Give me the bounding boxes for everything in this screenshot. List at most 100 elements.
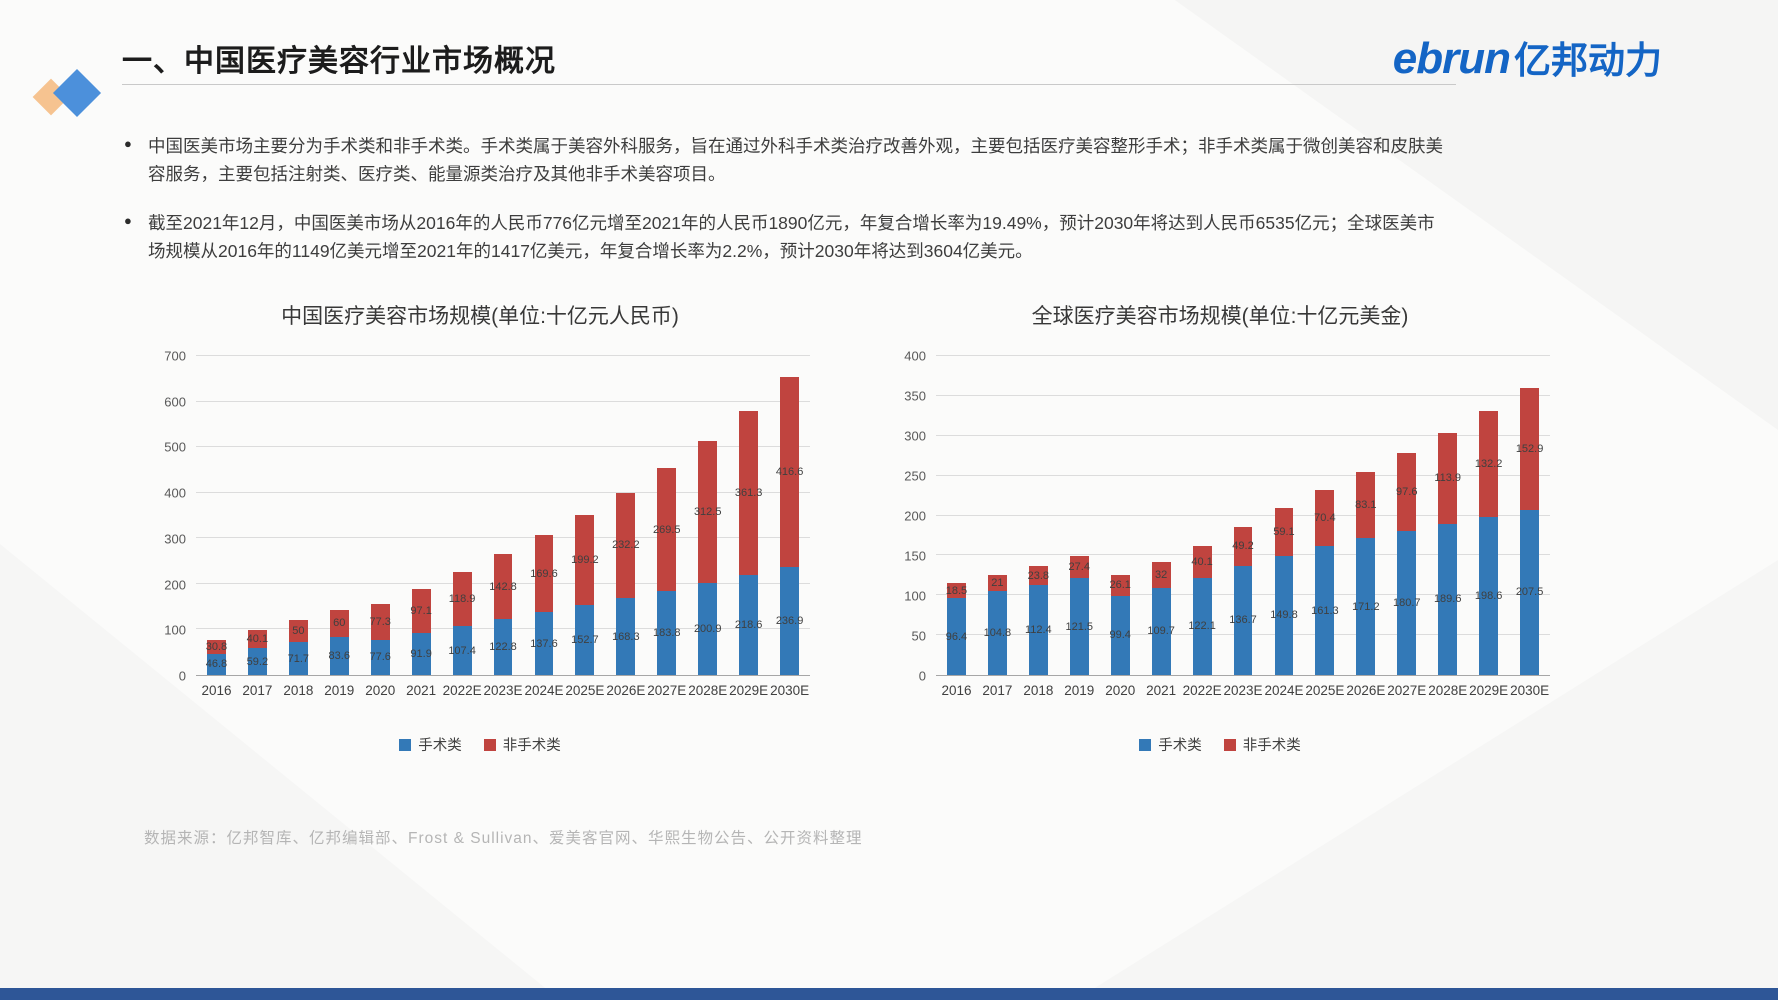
bullet-list: ● 中国医美市场主要分为手术类和非手术类。手术类属于美容外科服务，旨在通过外科手… xyxy=(124,132,1444,285)
bar-group: 23.8 112.4 xyxy=(1018,356,1059,675)
stacked-bar: 21 104.8 xyxy=(984,356,1011,675)
chart-legend: 手术类 非手术类 xyxy=(890,734,1550,755)
x-tick-label: 2029E xyxy=(1469,683,1509,698)
value-label: 109.7 xyxy=(1147,625,1175,638)
value-label: 149.8 xyxy=(1270,609,1298,622)
value-label: 152.7 xyxy=(571,634,599,647)
title-divider xyxy=(122,84,1456,85)
legend-swatch xyxy=(483,738,496,751)
bar-segment-non-surgical: 152.9 xyxy=(1516,387,1543,510)
bar-segment-non-surgical: 232.2 xyxy=(612,492,640,599)
stacked-bar: 32 109.7 xyxy=(1147,356,1175,675)
legend-item: 手术类 xyxy=(399,734,462,755)
value-label: 27.4 xyxy=(1068,561,1090,574)
stacked-bar: 23.8 112.4 xyxy=(1025,356,1052,675)
value-label: 49.2 xyxy=(1232,540,1254,553)
value-label: 59.1 xyxy=(1273,525,1295,538)
y-tick-label: 500 xyxy=(164,439,186,455)
bar-segment-surgical: 122.8 xyxy=(489,619,517,675)
value-label: 50 xyxy=(292,624,305,637)
data-source-note: 数据来源：亿邦智库、亿邦编辑部、Frost & Sullivan、爱美客官网、华… xyxy=(144,830,863,847)
bar-group: 18.5 96.4 xyxy=(936,356,977,675)
bar-segment-surgical: 136.7 xyxy=(1229,565,1257,675)
stacked-bar: 152.9 207.5 xyxy=(1516,356,1543,675)
x-tick-label: 2022E xyxy=(442,683,482,698)
bar-group: 59.1 149.8 xyxy=(1264,356,1305,675)
bar-segment-non-surgical: 30.8 xyxy=(205,639,228,654)
y-tick-label: 150 xyxy=(904,548,926,564)
bullet-item: ● 截至2021年12月，中国医美市场从2016年的人民币776亿元增至2021… xyxy=(124,209,1444,266)
x-tick-label: 2020 xyxy=(1105,683,1136,698)
x-tick-label: 2026E xyxy=(606,683,646,698)
x-tick-label: 2017 xyxy=(982,683,1013,698)
value-label: 71.7 xyxy=(287,652,310,665)
value-label: 168.3 xyxy=(612,630,640,643)
x-tick-label: 2025E xyxy=(565,683,605,698)
bar-group: 50 71.7 xyxy=(278,356,319,675)
bar-segment-surgical: 168.3 xyxy=(612,598,640,675)
x-tick-label: 2016 xyxy=(201,683,232,698)
bar-group: 83.1 171.2 xyxy=(1345,356,1386,675)
value-label: 361.3 xyxy=(734,487,763,500)
x-tick-label: 2017 xyxy=(242,683,273,698)
x-tick-label: 2024E xyxy=(1264,683,1304,698)
gridline xyxy=(936,514,1550,516)
legend-item: 非手术类 xyxy=(1223,734,1301,755)
value-label: 26.1 xyxy=(1109,579,1131,592)
value-label: 96.4 xyxy=(945,630,968,643)
value-label: 198.6 xyxy=(1474,589,1503,602)
bar-segment-non-surgical: 21 xyxy=(987,574,1007,592)
stacked-bar: 142.8 122.8 xyxy=(489,356,517,675)
bar-segment-non-surgical: 50 xyxy=(288,619,308,643)
x-tick-label: 2021 xyxy=(406,683,437,698)
bar-segment-non-surgical: 60 xyxy=(329,609,349,637)
stacked-bar: 77.3 77.6 xyxy=(369,356,391,675)
bar-segment-non-surgical: 416.6 xyxy=(776,377,803,568)
x-tick-label: 2019 xyxy=(1064,683,1095,698)
value-label: 40.1 xyxy=(1191,555,1213,568)
value-label: 183.8 xyxy=(653,627,681,640)
stacked-bar: 416.6 236.9 xyxy=(776,356,803,675)
value-label: 60 xyxy=(333,617,346,630)
value-label: 46.8 xyxy=(205,658,228,671)
bar-segment-non-surgical: 18.5 xyxy=(946,583,967,599)
value-label: 232.2 xyxy=(612,539,640,552)
x-axis: 2016 2017 2018 2019 2020 2021 2022E 2023E 2024E 2… xyxy=(936,683,1550,698)
value-label: 169.6 xyxy=(530,567,558,580)
x-tick-label: 2027E xyxy=(647,683,687,698)
bar-segment-non-surgical: 32 xyxy=(1151,562,1171,588)
stacked-bar: 26.1 99.4 xyxy=(1109,356,1131,675)
stacked-bar: 40.1 122.1 xyxy=(1188,356,1216,675)
value-label: 180.7 xyxy=(1393,596,1421,609)
value-label: 99.4 xyxy=(1109,629,1131,642)
bar-group: 416.6 236.9 xyxy=(769,356,810,675)
value-label: 30.8 xyxy=(205,640,228,653)
bar-segment-non-surgical: 269.5 xyxy=(653,468,681,592)
y-tick-label: 100 xyxy=(904,588,926,604)
x-axis: 2016 2017 2018 2019 2020 2021 2022E 2023E 2024E 2… xyxy=(196,683,810,698)
x-tick-label: 2025E xyxy=(1305,683,1345,698)
legend-swatch xyxy=(1139,738,1152,751)
bar-group: 118.9 107.4 xyxy=(442,356,483,675)
bar-segment-surgical: 200.9 xyxy=(694,583,721,675)
bar-segment-surgical: 59.2 xyxy=(247,648,268,675)
bar-segment-non-surgical: 70.4 xyxy=(1314,490,1336,547)
stacked-bar: 60 83.6 xyxy=(329,356,350,675)
stacked-bar: 232.2 168.3 xyxy=(612,356,640,675)
bar-segment-non-surgical: 118.9 xyxy=(449,571,475,627)
y-tick-label: 0 xyxy=(178,668,186,684)
stacked-bar: 132.2 198.6 xyxy=(1475,356,1502,675)
bar-segment-non-surgical: 49.2 xyxy=(1232,526,1254,566)
chart-china-market: 中国医疗美容市场规模(单位:十亿元人民币) 0 100 200 300 400 500 60… xyxy=(150,292,810,755)
chart-title: 全球医疗美容市场规模(单位:十亿元美金) xyxy=(1031,305,1409,328)
bar-segment-surgical: 137.6 xyxy=(530,612,558,675)
bullet-dot: ● xyxy=(124,212,132,228)
bar-segment-surgical: 91.9 xyxy=(410,633,432,675)
value-label: 23.8 xyxy=(1027,569,1050,582)
gridline xyxy=(196,537,810,539)
bar-group: 97.6 180.7 xyxy=(1386,356,1427,675)
bar-segment-non-surgical: 312.5 xyxy=(694,441,721,584)
x-tick-label: 2016 xyxy=(941,683,972,698)
gridline xyxy=(936,434,1550,436)
gridline xyxy=(196,491,810,493)
